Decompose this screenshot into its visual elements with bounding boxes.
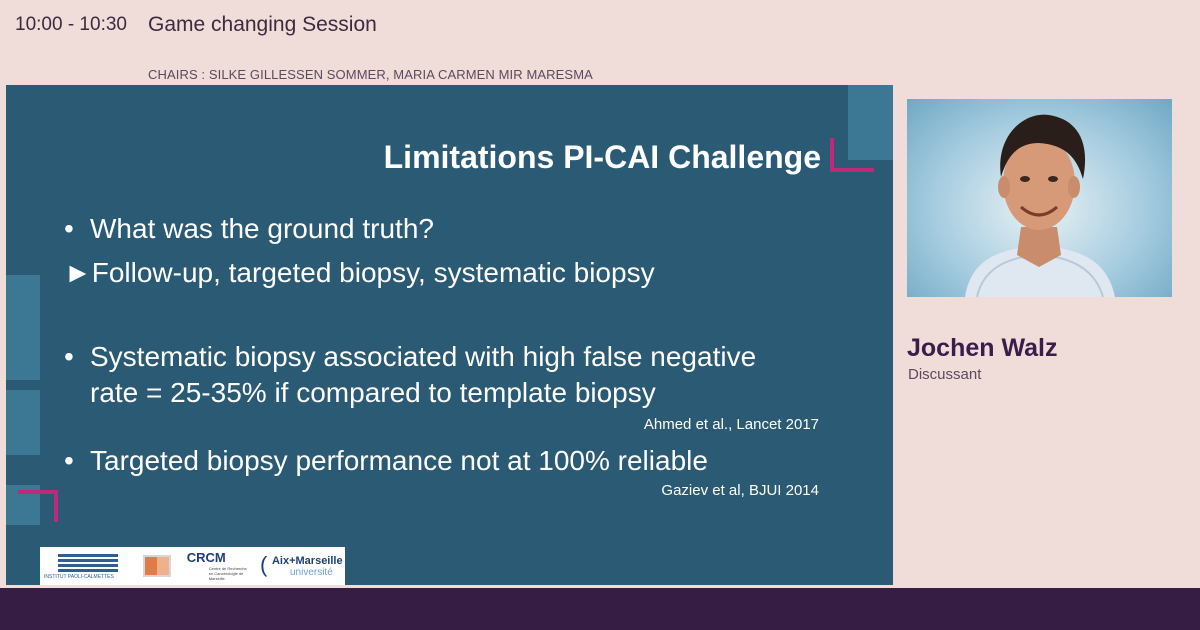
amu-logo: ( Aix+Marseille université <box>259 552 343 578</box>
session-time: 10:00 - 10:30 <box>15 14 127 35</box>
bullet-3: • Systematic biopsy associated with high … <box>64 341 756 373</box>
ipc-logo: INSTITUT PAOLI-CALMETTES <box>44 551 135 581</box>
citation-gaziev: Gaziev et al, BJUI 2014 <box>661 482 819 499</box>
speaker-role: Discussant <box>908 366 982 383</box>
bullet-text: Follow-up, targeted biopsy, systematic b… <box>91 257 655 288</box>
bullet-marker: • <box>64 341 74 372</box>
bullet-3-continued: rate = 25-35% if compared to template bi… <box>64 377 656 409</box>
bullet-marker: ► <box>64 257 92 288</box>
bullet-1: • What was the ground truth? <box>64 213 434 245</box>
bullet-marker: • <box>64 213 74 244</box>
session-chairs: CHAIRS : SILKE GILLESSEN SOMMER, MARIA C… <box>148 67 593 82</box>
bullet-2: ►Follow-up, targeted biopsy, systematic … <box>64 257 655 289</box>
bullet-text: Systematic biopsy associated with high f… <box>90 341 757 372</box>
crcm-logo: CRCM Centre de Recherche en Cancérologie… <box>186 550 247 581</box>
bullet-marker: • <box>64 445 74 476</box>
citation-ahmed: Ahmed et al., Lancet 2017 <box>643 416 819 433</box>
bullet-text: Targeted biopsy performance not at 100% … <box>90 445 708 476</box>
slide-deco-left-1 <box>6 275 40 380</box>
footer-bar <box>0 588 1200 630</box>
square-logo <box>142 555 171 577</box>
bullet-text: What was the ground truth? <box>90 213 434 244</box>
session-title: Game changing Session <box>148 13 377 36</box>
presentation-slide: Limitations PI-CAI Challenge • What was t… <box>6 85 893 585</box>
speaker-name: Jochen Walz <box>907 334 1058 362</box>
institution-logos: INSTITUT PAOLI-CALMETTES CRCM Centre de … <box>40 547 345 585</box>
slide-bracket-bottom-left <box>18 490 58 522</box>
slide-deco-top-right <box>848 85 893 160</box>
bullet-text: rate = 25-35% if compared to template bi… <box>90 377 656 408</box>
speaker-photo <box>907 99 1172 297</box>
slide-title: Limitations PI-CAI Challenge <box>383 139 821 175</box>
slide-deco-left-2 <box>6 390 40 455</box>
bullet-4: • Targeted biopsy performance not at 100%… <box>64 445 708 477</box>
slide-bracket-top-right <box>830 138 874 172</box>
